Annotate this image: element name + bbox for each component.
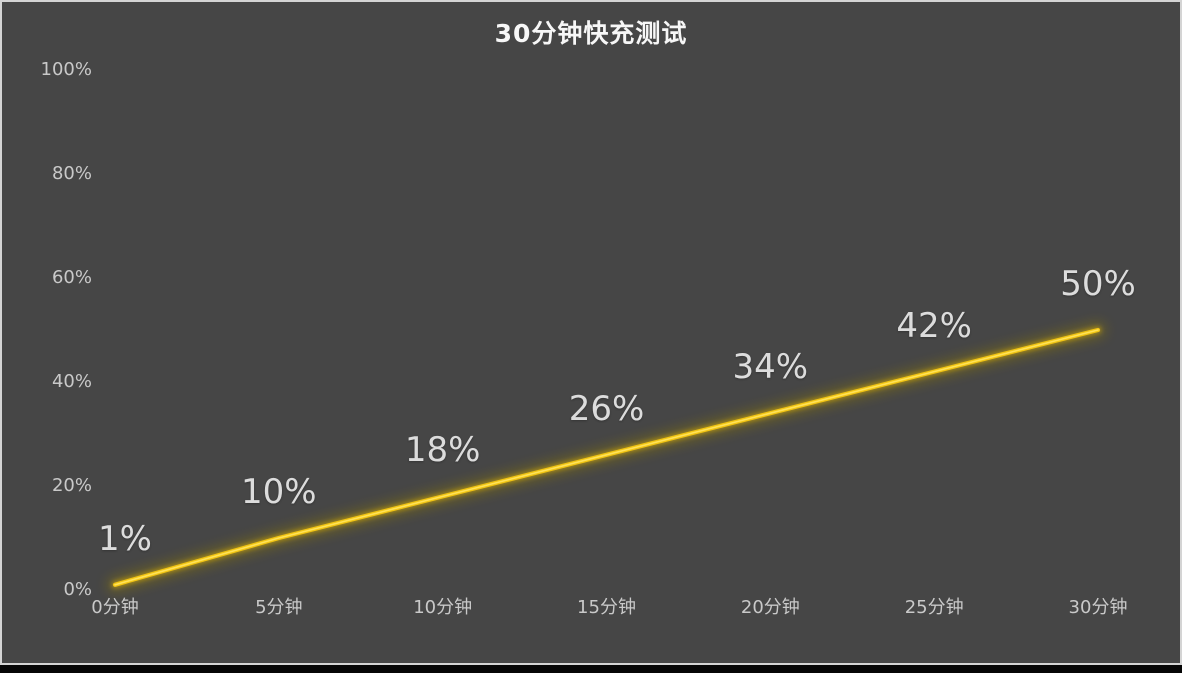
x-tick-label: 15分钟 <box>577 597 636 618</box>
x-tick-label: 25分钟 <box>904 597 964 618</box>
chart-title: 30分钟快充测试 <box>494 19 688 48</box>
y-tick-label: 40% <box>51 371 92 392</box>
data-label: 10% <box>241 472 317 512</box>
x-tick-label: 20分钟 <box>740 597 800 618</box>
bottom-bar <box>0 665 1182 673</box>
data-label: 18% <box>404 430 481 471</box>
data-label: 26% <box>568 388 645 429</box>
charging-curve-highlight <box>114 329 1099 586</box>
data-label: 42% <box>896 305 972 346</box>
x-tick-label: 5分钟 <box>255 597 303 618</box>
data-label: 50% <box>1060 264 1136 304</box>
y-tick-label: 80% <box>51 163 92 184</box>
y-tick-label: 60% <box>51 267 92 288</box>
x-tick-label: 0分钟 <box>91 597 139 618</box>
y-tick-label: 100% <box>40 59 92 80</box>
y-tick-label: 0% <box>63 579 92 600</box>
data-label: 34% <box>732 347 809 388</box>
data-label: 1% <box>98 518 152 559</box>
x-tick-label: 10分钟 <box>413 597 473 618</box>
y-tick-label: 20% <box>51 475 92 496</box>
x-tick-label: 30分钟 <box>1068 597 1128 618</box>
